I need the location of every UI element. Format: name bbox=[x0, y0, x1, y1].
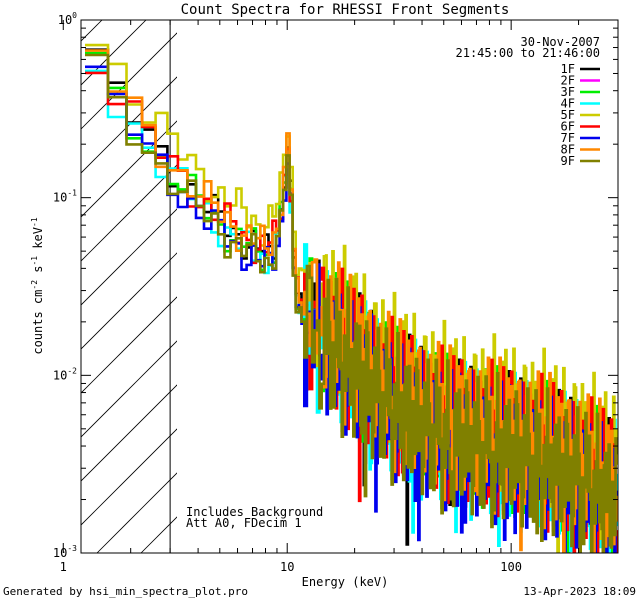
legend-label-5F: 5F bbox=[561, 108, 575, 122]
y-label-part: s bbox=[31, 266, 45, 280]
plot-frame bbox=[80, 19, 619, 554]
legend-label-7F: 7F bbox=[561, 131, 575, 145]
legend-label-4F: 4F bbox=[561, 97, 575, 111]
legend-label-3F: 3F bbox=[561, 85, 575, 99]
hatch-line bbox=[81, 384, 177, 482]
y-label-exp: -1 bbox=[30, 217, 39, 227]
time-range: 21:45:00 to 21:46:00 bbox=[456, 46, 601, 60]
legend-label-2F: 2F bbox=[561, 74, 575, 88]
observation-date: 30-Nov-2007 bbox=[521, 35, 600, 49]
hatch-line bbox=[81, 20, 147, 86]
generated-date: 13-Apr-2023 18:09 bbox=[523, 585, 636, 598]
legend-label-8F: 8F bbox=[561, 143, 575, 157]
y-label-exp: -1 bbox=[30, 256, 39, 266]
hatch-line bbox=[81, 428, 177, 526]
y-label-exp: -2 bbox=[30, 280, 39, 290]
hatch-line bbox=[81, 208, 177, 306]
x-tick-label: 100 bbox=[500, 560, 522, 574]
x-tick-label: 1 bbox=[60, 560, 67, 574]
hatched-region bbox=[0, 0, 640, 553]
y-tick-label: 10-2 bbox=[53, 366, 77, 382]
legend-label-9F: 9F bbox=[561, 154, 575, 168]
y-label-part: keV bbox=[31, 227, 45, 256]
x-tick-label: 10 bbox=[280, 560, 294, 574]
attenuator-note: Att A0, FDecim 1 bbox=[186, 516, 302, 530]
chart-title: Count Spectra for RHESSI Front Segments bbox=[181, 2, 510, 18]
hatch-line bbox=[81, 76, 177, 174]
legend-label-6F: 6F bbox=[561, 120, 575, 134]
hatch-line bbox=[625, 0, 640, 553]
hatch-line bbox=[81, 164, 177, 262]
y-tick-label: 10-3 bbox=[53, 544, 77, 560]
background-note: Includes Background bbox=[186, 505, 323, 519]
y-tick-label: 100 bbox=[58, 11, 77, 27]
x-axis-label: Energy (keV) bbox=[302, 575, 389, 589]
y-tick-label: 10-1 bbox=[53, 189, 77, 205]
hatch-line bbox=[81, 20, 103, 42]
y-axis-label: counts cm-2 s-1 keV-1 bbox=[30, 217, 45, 354]
legend-label-1F: 1F bbox=[561, 62, 575, 76]
generated-by: Generated by hsi_min_spectra_plot.pro bbox=[3, 585, 248, 598]
hatch-line bbox=[0, 0, 125, 553]
hatch-line bbox=[81, 32, 177, 130]
y-label-part: counts cm bbox=[31, 290, 45, 355]
series-line-9F bbox=[85, 53, 618, 553]
